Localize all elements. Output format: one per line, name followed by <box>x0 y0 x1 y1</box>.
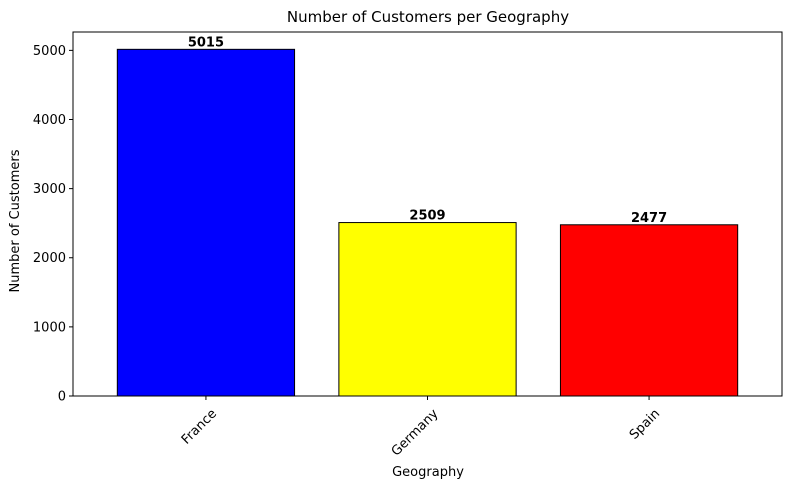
y-axis-label: Number of Customers <box>8 149 23 292</box>
bar-value-label: 5015 <box>188 35 224 50</box>
bar-france <box>116 48 296 397</box>
bar-value-label: 2477 <box>631 211 667 226</box>
y-tick-label: 5000 <box>33 44 66 59</box>
bar-value-label: 2509 <box>409 209 445 224</box>
y-tick-label: 3000 <box>33 182 66 197</box>
plot-frame <box>72 31 783 397</box>
y-tick-label: 4000 <box>33 113 66 128</box>
bar-germany <box>338 222 517 397</box>
chart-title: Number of Customers per Geography <box>287 8 569 26</box>
x-axis-label: Geography <box>392 465 464 480</box>
y-tick-label: 1000 <box>33 320 66 335</box>
y-tick-label: 2000 <box>33 251 66 266</box>
y-tick-label: 0 <box>58 390 66 405</box>
bar-spain <box>559 224 739 397</box>
